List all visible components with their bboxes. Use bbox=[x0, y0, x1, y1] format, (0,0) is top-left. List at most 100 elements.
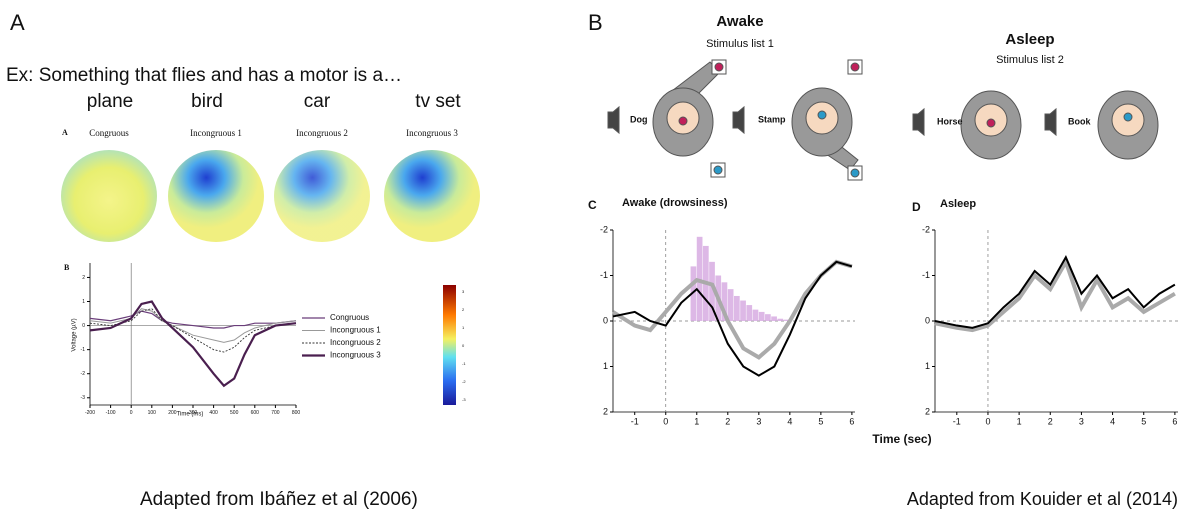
x-tick-label: 3 bbox=[1079, 417, 1084, 427]
topomap bbox=[168, 150, 264, 242]
chart-label: D bbox=[912, 200, 921, 214]
y-tick-label: -3 bbox=[81, 395, 86, 401]
x-tick-label: 300 bbox=[189, 410, 198, 416]
chart-title: Asleep bbox=[940, 198, 976, 210]
stimulus: Book bbox=[1068, 116, 1091, 126]
x-axis-label: Time (sec) bbox=[872, 432, 931, 446]
hist-bar bbox=[752, 309, 759, 321]
hist-bar bbox=[758, 311, 765, 321]
series-line bbox=[611, 259, 853, 360]
hist-bar bbox=[709, 261, 715, 321]
stimulus: Stamp bbox=[758, 114, 786, 124]
dot bbox=[817, 110, 827, 120]
x-tick-label: 0 bbox=[985, 417, 990, 427]
x-tick-label: 6 bbox=[849, 417, 854, 427]
colorbar-tick: 3 bbox=[462, 289, 465, 294]
y-tick-label: 1 bbox=[603, 361, 608, 371]
condition-title: Awake bbox=[716, 13, 763, 30]
speaker bbox=[912, 107, 925, 137]
dot bbox=[986, 118, 996, 128]
colorbar-tick: 1 bbox=[462, 325, 465, 330]
y-tick-label: 1 bbox=[82, 299, 85, 305]
map-label: Congruous bbox=[89, 128, 129, 138]
dot bbox=[850, 62, 860, 72]
hist-bar bbox=[690, 266, 697, 321]
y-tick-label: 0 bbox=[603, 315, 608, 325]
x-tick-label: -1 bbox=[631, 417, 639, 427]
x-tick-label: 200 bbox=[168, 410, 177, 416]
x-tick-label: 1 bbox=[1017, 417, 1022, 427]
topomaps bbox=[61, 150, 480, 242]
hist-bar bbox=[771, 316, 777, 321]
x-tick-label: 2 bbox=[725, 417, 730, 427]
x-tick-label: 6 bbox=[1172, 417, 1177, 427]
chart-title: Awake (drowsiness) bbox=[622, 197, 728, 209]
series-line bbox=[89, 300, 297, 388]
y-tick-label: -2 bbox=[922, 224, 930, 234]
chart-label: B bbox=[64, 263, 70, 272]
dot bbox=[850, 168, 860, 178]
x-tick-label: 0 bbox=[130, 410, 133, 416]
x-tick-label: 600 bbox=[251, 410, 260, 416]
example: Ex: Something that flies and has a motor… bbox=[6, 65, 402, 86]
speaker bbox=[1044, 107, 1057, 137]
x-tick-label: 2 bbox=[1048, 417, 1053, 427]
word: tv set bbox=[415, 91, 461, 112]
y-tick-label: 2 bbox=[925, 406, 930, 416]
illustrations bbox=[607, 59, 1159, 181]
x-tick-label: 4 bbox=[787, 417, 792, 427]
colorbar-tick: -1 bbox=[462, 361, 466, 366]
x-axis-label: Time (ms) bbox=[177, 412, 204, 418]
figure-label: A bbox=[62, 128, 68, 137]
chart-label: C bbox=[588, 198, 597, 212]
y-tick-label: 1 bbox=[925, 361, 930, 371]
hist-bar bbox=[734, 295, 740, 321]
y-tick-label: -2 bbox=[81, 371, 86, 377]
dot bbox=[678, 116, 688, 126]
x-tick-label: 3 bbox=[756, 417, 761, 427]
dot bbox=[714, 62, 724, 72]
word: plane bbox=[87, 91, 134, 112]
legend-label: Incongruous 1 bbox=[330, 326, 381, 335]
x-tick-label: 400 bbox=[209, 410, 218, 416]
stimulus: Dog bbox=[630, 114, 648, 124]
condition-subtitle: Stimulus list 1 bbox=[706, 38, 774, 50]
x-tick-label: 700 bbox=[271, 410, 280, 416]
x-tick-label: 5 bbox=[818, 417, 823, 427]
topomap bbox=[61, 150, 157, 242]
x-tick-label: 100 bbox=[148, 410, 157, 416]
x-tick-label: 5 bbox=[1141, 417, 1146, 427]
map-label: Incongruous 1 bbox=[190, 128, 242, 138]
x-tick-label: 500 bbox=[230, 410, 239, 416]
legend-label: Incongruous 3 bbox=[330, 351, 381, 360]
hist-bar bbox=[783, 319, 790, 321]
map-label: Incongruous 2 bbox=[296, 128, 348, 138]
hist-bar bbox=[746, 305, 753, 321]
x-tick-label: 1 bbox=[694, 417, 699, 427]
axis bbox=[89, 263, 296, 406]
x-tick-label: 800 bbox=[292, 410, 301, 416]
y-tick-label: 0 bbox=[925, 315, 930, 325]
colorbar-tick: 2 bbox=[462, 307, 465, 312]
y-tick-label: -1 bbox=[81, 347, 86, 353]
colorbar-tick: -3 bbox=[462, 397, 466, 402]
colorbar-tick: -2 bbox=[462, 379, 466, 384]
hist-bar bbox=[777, 318, 784, 321]
dot bbox=[713, 165, 723, 175]
dot bbox=[1123, 112, 1133, 122]
y-tick-label: -1 bbox=[922, 270, 930, 280]
x-tick-label: -1 bbox=[953, 417, 961, 427]
topomap bbox=[274, 150, 370, 242]
y-tick-label: -2 bbox=[600, 224, 608, 234]
condition-title: Asleep bbox=[1005, 31, 1054, 48]
word: bird bbox=[191, 91, 223, 112]
condition-subtitle: Stimulus list 2 bbox=[996, 54, 1064, 66]
map-label: Incongruous 3 bbox=[406, 128, 458, 138]
colorbar-tick: 0 bbox=[462, 343, 465, 348]
hist-bar bbox=[765, 314, 771, 321]
legend-label: Incongruous 2 bbox=[330, 338, 381, 347]
series-line bbox=[934, 257, 1176, 333]
speaker bbox=[732, 105, 745, 135]
series-line bbox=[89, 308, 297, 353]
